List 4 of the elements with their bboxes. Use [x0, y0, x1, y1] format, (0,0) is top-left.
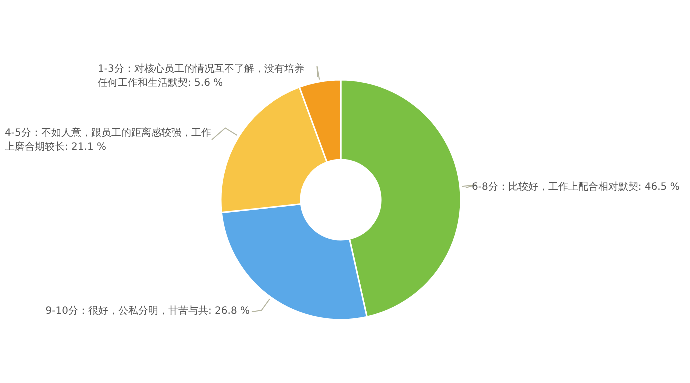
slice-label: 1-3分：对核心员工的情况互不了解，没有培养任何工作和生活默契: 5.6 %	[98, 63, 306, 91]
slice-label: 6-8分：比较好，工作上配合相对默契: 46.5 %	[472, 181, 681, 195]
slice-label: 9-10分：很好，公私分明，甘苦与共: 26.8 %	[44, 305, 250, 319]
slice-label: 4-5分：不如人意，跟员工的距离感较强，工作上磨合期较长: 21.1 %	[5, 127, 212, 155]
